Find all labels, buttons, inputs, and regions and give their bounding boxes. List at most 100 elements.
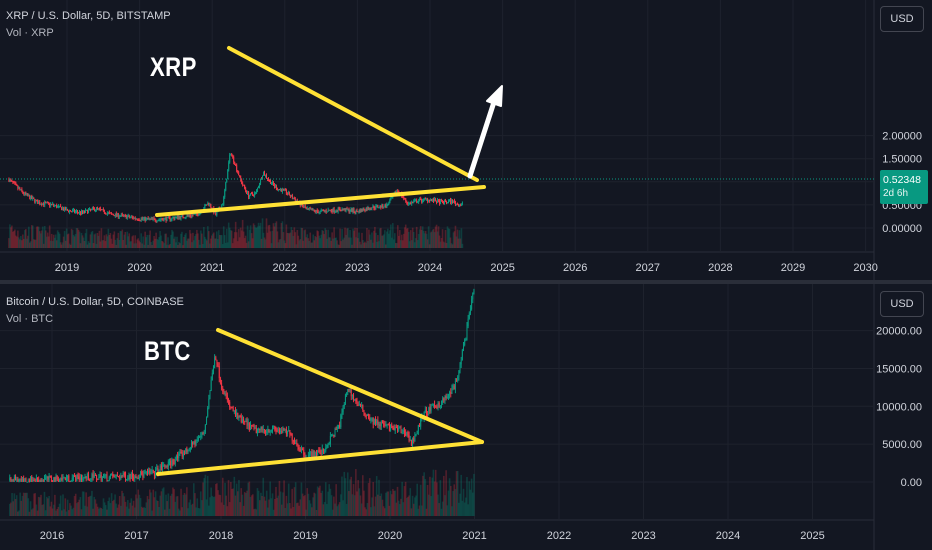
btc-candle-body	[403, 429, 405, 434]
xrp-candle-body	[183, 217, 185, 219]
xrp-volume-bar	[261, 218, 264, 248]
btc-volume-bar	[176, 496, 179, 516]
btc-candle-body	[120, 476, 122, 479]
xrp-volume-bar	[30, 225, 33, 248]
xrp-volume-bar	[193, 240, 195, 248]
btc-volume-bar	[214, 484, 217, 516]
btc-volume-bar	[220, 502, 223, 516]
xrp-volume-bar	[313, 240, 316, 248]
xrp-candle-body	[74, 209, 76, 213]
btc-candle-body	[86, 474, 88, 479]
xrp-volume-bar	[416, 240, 419, 248]
btc-volume-bar	[260, 492, 262, 516]
xrp-candle-body	[59, 205, 61, 207]
xrp-candle-body	[204, 205, 206, 209]
xrp-volume-bar	[83, 240, 86, 248]
xrp-candle-body	[28, 195, 30, 197]
btc-candle-body	[188, 450, 190, 452]
xrp-x-tick-label: 2022	[273, 262, 297, 274]
btc-volume-bar	[405, 497, 408, 516]
btc-candle-body	[23, 478, 25, 482]
btc-candle-body	[384, 424, 386, 426]
xrp-volume-bar	[456, 229, 459, 248]
btc-volume-bar	[272, 509, 275, 516]
xrp-volume-bar	[46, 232, 49, 248]
xrp-candle-body	[357, 211, 359, 213]
btc-volume-bar	[96, 506, 99, 516]
xrp-candle-body	[436, 201, 438, 203]
btc-candle-body	[370, 419, 372, 421]
xrp-currency-button[interactable]: USD	[880, 6, 924, 32]
btc-candle-body	[104, 475, 106, 477]
xrp-candle-body	[54, 205, 56, 207]
btc-candle-body	[290, 433, 292, 435]
xrp-volume-bar	[60, 244, 63, 248]
btc-candle-body	[166, 466, 168, 468]
btc-volume-bar	[293, 487, 296, 516]
xrp-candle-body	[391, 197, 393, 199]
xrp-candle-body	[452, 200, 454, 204]
xrp-x-tick-label: 2024	[418, 262, 442, 274]
xrp-volume-bar	[82, 237, 85, 248]
xrp-candle-body	[182, 215, 184, 218]
btc-candle-body	[332, 435, 334, 437]
xrp-candle-body	[27, 193, 29, 196]
btc-volume-bar	[146, 496, 149, 516]
xrp-candle-body	[366, 208, 368, 210]
xrp-volume-bar	[180, 233, 182, 248]
xrp-volume-bar	[366, 228, 368, 248]
xrp-volume-bar	[186, 240, 188, 248]
btc-candle-body	[149, 470, 151, 474]
btc-volume-bar	[270, 498, 273, 516]
xrp-candle-body	[106, 213, 108, 215]
btc-candle-body	[211, 372, 213, 381]
xrp-volume-bar	[403, 227, 406, 248]
btc-candle-body	[356, 401, 358, 405]
btc-currency-button[interactable]: USD	[880, 291, 924, 317]
xrp-volume-bar	[280, 223, 283, 248]
btc-volume-bar	[88, 496, 91, 516]
btc-candle-body	[376, 420, 378, 424]
btc-candle-body	[62, 477, 64, 480]
xrp-volume-bar	[230, 230, 233, 248]
xrp-candle-body	[209, 204, 211, 206]
xrp-candle-body	[325, 210, 327, 212]
xrp-volume-bar	[64, 240, 67, 248]
btc-volume-bar	[22, 492, 25, 516]
btc-candle-body	[153, 472, 155, 476]
xrp-candle-body	[265, 175, 267, 177]
xrp-candle-body	[35, 200, 37, 203]
xrp-volume-bar	[224, 242, 227, 248]
xrp-candle-body	[379, 205, 381, 208]
btc-volume-bar	[35, 504, 38, 516]
xrp-volume-bar	[402, 233, 405, 248]
btc-volume-bar	[74, 493, 77, 516]
xrp-volume-bar	[22, 234, 24, 248]
btc-volume-bar	[91, 490, 93, 516]
btc-volume-bar	[152, 489, 155, 516]
btc-volume-bar	[265, 490, 268, 516]
xrp-candle-body	[442, 201, 444, 203]
xrp-candle-body	[60, 205, 62, 208]
xrp-candle-body	[112, 214, 114, 216]
btc-volume-bar	[99, 507, 101, 516]
xrp-volume-bar	[73, 236, 76, 248]
xrp-candle-body	[238, 172, 240, 176]
xrp-candle-body	[419, 198, 421, 201]
btc-volume-bar	[240, 488, 243, 516]
btc-volume-bar	[145, 502, 148, 516]
btc-candle-body	[409, 439, 411, 441]
xrp-candle-body	[170, 219, 172, 221]
btc-volume-bar	[160, 491, 163, 516]
xrp-candle-body	[378, 207, 380, 209]
btc-candle-body	[402, 429, 404, 432]
btc-volume-bar	[253, 509, 255, 516]
xrp-volume-bar	[241, 219, 244, 248]
xrp-volume-bar	[300, 227, 303, 248]
btc-volume-bar	[460, 474, 462, 516]
btc-candle-body	[229, 401, 231, 408]
xrp-volume-bar	[21, 240, 23, 248]
xrp-volume-bar	[226, 242, 229, 248]
btc-volume-bar	[227, 480, 230, 516]
